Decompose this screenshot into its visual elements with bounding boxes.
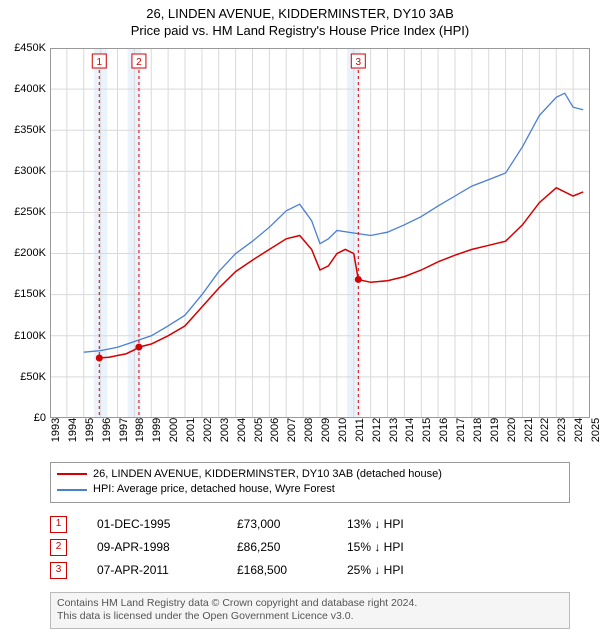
legend-swatch: [57, 473, 87, 475]
svg-text:2: 2: [136, 57, 142, 68]
sale-price: £168,500: [237, 563, 317, 577]
sale-marker: 3: [50, 562, 67, 579]
x-tick-label: 1994: [67, 418, 79, 442]
x-tick-label: 2024: [573, 418, 585, 442]
y-tick-label: £250K: [14, 206, 46, 218]
x-tick-label: 2010: [337, 418, 349, 442]
y-tick-label: £450K: [14, 42, 46, 54]
sale-marker: 1: [50, 516, 67, 533]
y-axis-ticks: £0£50K£100K£150K£200K£250K£300K£350K£400…: [0, 48, 48, 418]
plot-area: £0£50K£100K£150K£200K£250K£300K£350K£400…: [50, 48, 590, 418]
x-tick-label: 2011: [354, 418, 366, 442]
sale-marker: 2: [50, 539, 67, 556]
y-tick-label: £350K: [14, 124, 46, 136]
y-tick-label: £200K: [14, 247, 46, 259]
chart-titles: 26, LINDEN AVENUE, KIDDERMINSTER, DY10 3…: [0, 0, 600, 40]
x-tick-label: 2021: [523, 418, 535, 442]
x-tick-label: 2009: [320, 418, 332, 442]
x-tick-label: 2014: [404, 418, 416, 442]
x-tick-label: 2018: [472, 418, 484, 442]
x-tick-label: 2005: [253, 418, 265, 442]
x-tick-label: 2020: [506, 418, 518, 442]
legend-label: 26, LINDEN AVENUE, KIDDERMINSTER, DY10 3…: [93, 467, 442, 482]
svg-text:1: 1: [96, 57, 102, 68]
x-tick-label: 2004: [236, 418, 248, 442]
sale-price: £73,000: [237, 517, 317, 531]
x-tick-label: 2008: [303, 418, 315, 442]
svg-text:3: 3: [356, 57, 362, 68]
x-tick-label: 1998: [134, 418, 146, 442]
y-tick-label: £400K: [14, 83, 46, 95]
x-tick-label: 2015: [421, 418, 433, 442]
y-tick-label: £50K: [20, 371, 46, 383]
x-tick-label: 2017: [455, 418, 467, 442]
y-tick-label: £150K: [14, 288, 46, 300]
sale-date: 01-DEC-1995: [97, 517, 207, 531]
sale-date: 07-APR-2011: [97, 563, 207, 577]
sale-date: 09-APR-1998: [97, 540, 207, 554]
legend: 26, LINDEN AVENUE, KIDDERMINSTER, DY10 3…: [50, 462, 570, 503]
y-tick-label: £100K: [14, 330, 46, 342]
title-line-2: Price paid vs. HM Land Registry's House …: [0, 23, 600, 40]
x-tick-label: 1995: [84, 418, 96, 442]
x-tick-label: 2006: [269, 418, 281, 442]
x-tick-label: 2002: [202, 418, 214, 442]
x-tick-label: 2012: [371, 418, 383, 442]
sale-diff: 25% ↓ HPI: [347, 563, 447, 577]
sale-price: £86,250: [237, 540, 317, 554]
footer-line-2: This data is licensed under the Open Gov…: [57, 610, 563, 624]
footer-attribution: Contains HM Land Registry data © Crown c…: [50, 592, 570, 629]
footer-line-1: Contains HM Land Registry data © Crown c…: [57, 597, 563, 611]
sale-diff: 15% ↓ HPI: [347, 540, 447, 554]
x-tick-label: 2025: [590, 418, 600, 442]
legend-row: HPI: Average price, detached house, Wyre…: [57, 482, 563, 497]
x-tick-label: 2016: [438, 418, 450, 442]
x-tick-label: 2013: [388, 418, 400, 442]
y-tick-label: £300K: [14, 165, 46, 177]
x-tick-label: 2003: [219, 418, 231, 442]
chart-container: 26, LINDEN AVENUE, KIDDERMINSTER, DY10 3…: [0, 0, 600, 629]
x-tick-label: 2007: [286, 418, 298, 442]
sale-row: 2 09-APR-1998 £86,250 15% ↓ HPI: [50, 536, 570, 559]
chart-svg: 1 2 3: [50, 48, 590, 418]
x-tick-label: 2019: [489, 418, 501, 442]
sale-diff: 13% ↓ HPI: [347, 517, 447, 531]
y-tick-label: £0: [34, 412, 46, 424]
legend-label: HPI: Average price, detached house, Wyre…: [93, 482, 335, 497]
sale-table: 1 01-DEC-1995 £73,000 13% ↓ HPI 2 09-APR-1998…: [50, 513, 570, 582]
sale-row: 3 07-APR-2011 £168,500 25% ↓ HPI: [50, 559, 570, 582]
x-tick-label: 1993: [50, 418, 62, 442]
title-line-1: 26, LINDEN AVENUE, KIDDERMINSTER, DY10 3…: [0, 6, 600, 23]
legend-row: 26, LINDEN AVENUE, KIDDERMINSTER, DY10 3…: [57, 467, 563, 482]
legend-swatch: [57, 489, 87, 491]
x-tick-label: 2022: [539, 418, 551, 442]
x-tick-label: 2000: [168, 418, 180, 442]
x-tick-label: 1999: [151, 418, 163, 442]
x-tick-label: 1996: [101, 418, 113, 442]
x-tick-label: 2023: [556, 418, 568, 442]
x-tick-label: 1997: [118, 418, 130, 442]
x-tick-label: 2001: [185, 418, 197, 442]
sale-row: 1 01-DEC-1995 £73,000 13% ↓ HPI: [50, 513, 570, 536]
